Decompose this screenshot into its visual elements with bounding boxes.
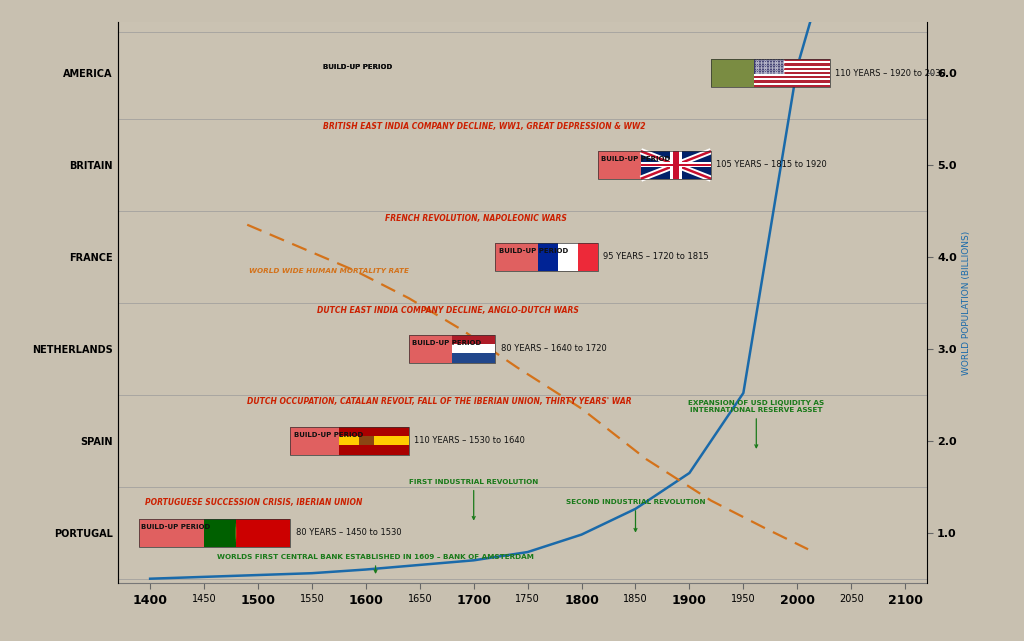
Bar <box>139 519 291 547</box>
Bar <box>339 445 409 454</box>
Text: BUILD-UP PERIOD: BUILD-UP PERIOD <box>413 340 481 346</box>
Y-axis label: WORLD POPULATION (BILLIONS): WORLD POPULATION (BILLIONS) <box>963 231 972 375</box>
Text: PORTUGUESE SUCCESSION CRISIS, IBERIAN UNION: PORTUGUESE SUCCESSION CRISIS, IBERIAN UN… <box>144 498 362 507</box>
Bar <box>754 83 829 85</box>
Bar <box>754 85 829 87</box>
Text: SECOND INDUSTRIAL REVOLUTION: SECOND INDUSTRIAL REVOLUTION <box>565 499 706 531</box>
Bar <box>754 72 829 74</box>
Bar <box>711 59 754 87</box>
Text: BUILD-UP PERIOD: BUILD-UP PERIOD <box>601 156 671 162</box>
Bar <box>754 70 829 72</box>
Bar <box>339 427 409 436</box>
Bar <box>339 436 409 445</box>
Bar <box>673 151 679 179</box>
Bar <box>453 353 496 363</box>
Bar <box>754 68 829 70</box>
Text: DUTCH EAST INDIA COMPANY DECLINE, ANGLO-DUTCH WARS: DUTCH EAST INDIA COMPANY DECLINE, ANGLO-… <box>317 306 580 315</box>
Text: EXPANSION OF USD LIQUIDITY AS
INTERNATIONAL RESERVE ASSET: EXPANSION OF USD LIQUIDITY AS INTERNATIO… <box>688 400 824 447</box>
Bar <box>641 163 711 166</box>
Bar <box>496 243 598 271</box>
Bar <box>754 59 829 62</box>
Bar <box>754 62 829 63</box>
Text: 80 YEARS – 1640 to 1720: 80 YEARS – 1640 to 1720 <box>501 344 606 353</box>
Bar <box>539 243 558 271</box>
Text: 80 YEARS – 1450 to 1530: 80 YEARS – 1450 to 1530 <box>296 528 401 537</box>
Text: BUILD-UP PERIOD: BUILD-UP PERIOD <box>141 524 211 530</box>
Bar <box>670 151 682 179</box>
Bar <box>204 519 236 547</box>
Bar <box>711 59 754 87</box>
Text: WORLDS FIRST CENTRAL BANK ESTABLISHED IN 1609 – BANK OF AMSTERDAM: WORLDS FIRST CENTRAL BANK ESTABLISHED IN… <box>217 554 534 572</box>
Bar <box>754 76 829 78</box>
Bar <box>139 519 204 547</box>
Bar <box>754 65 829 68</box>
Bar <box>641 151 711 179</box>
Text: BUILD-UP PERIOD: BUILD-UP PERIOD <box>499 248 567 254</box>
Bar <box>496 243 539 271</box>
Bar <box>754 74 829 76</box>
Text: DUTCH OCCUPATION, CATALAN REVOLT, FALL OF THE IBERIAN UNION, THIRTY YEARS' WAR: DUTCH OCCUPATION, CATALAN REVOLT, FALL O… <box>247 397 632 406</box>
Text: 105 YEARS – 1815 to 1920: 105 YEARS – 1815 to 1920 <box>717 160 827 169</box>
Bar <box>641 162 711 167</box>
Bar <box>754 80 829 83</box>
Bar <box>598 151 711 179</box>
Bar <box>291 427 409 454</box>
Bar <box>236 519 291 547</box>
Text: FIRST INDUSTRIAL REVOLUTION: FIRST INDUSTRIAL REVOLUTION <box>409 479 539 519</box>
Bar <box>711 59 829 87</box>
Bar <box>578 243 598 271</box>
Text: BUILD-UP PERIOD: BUILD-UP PERIOD <box>294 432 362 438</box>
Bar <box>409 335 453 363</box>
Bar <box>453 335 496 344</box>
Bar <box>754 78 829 80</box>
Bar <box>358 436 374 445</box>
Text: 110 YEARS – 1530 to 1640: 110 YEARS – 1530 to 1640 <box>415 437 525 445</box>
Bar <box>409 335 496 363</box>
Text: 110 YEARS – 1920 to 2030: 110 YEARS – 1920 to 2030 <box>835 69 946 78</box>
Text: 95 YEARS – 1720 to 1815: 95 YEARS – 1720 to 1815 <box>603 253 709 262</box>
Bar <box>558 243 578 271</box>
Text: BRITISH EAST INDIA COMPANY DECLINE, WW1, GREAT DEPRESSION & WW2: BRITISH EAST INDIA COMPANY DECLINE, WW1,… <box>323 122 645 131</box>
Bar <box>754 63 829 65</box>
Bar <box>291 427 339 454</box>
Bar <box>754 59 784 74</box>
Text: WORLD WIDE HUMAN MORTALITY RATE: WORLD WIDE HUMAN MORTALITY RATE <box>250 269 410 274</box>
Bar <box>453 344 496 353</box>
Bar <box>598 151 641 179</box>
Text: BUILD-UP PERIOD: BUILD-UP PERIOD <box>323 65 392 71</box>
Text: BUILD-UP PERIOD: BUILD-UP PERIOD <box>323 65 392 71</box>
Text: FRENCH REVOLUTION, NAPOLEONIC WARS: FRENCH REVOLUTION, NAPOLEONIC WARS <box>385 214 567 223</box>
